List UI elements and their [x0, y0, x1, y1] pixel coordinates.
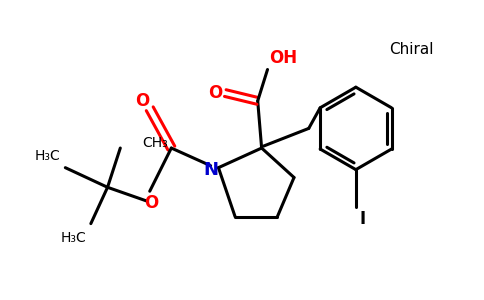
Text: Chiral: Chiral — [390, 42, 434, 57]
Text: H₃C: H₃C — [60, 231, 86, 245]
Text: OH: OH — [270, 49, 298, 67]
Text: I: I — [360, 210, 366, 228]
Text: N: N — [203, 160, 218, 178]
Text: O: O — [209, 84, 223, 102]
Text: O: O — [145, 194, 159, 212]
Text: O: O — [135, 92, 149, 110]
Text: H₃C: H₃C — [35, 149, 60, 163]
Text: CH₃: CH₃ — [142, 136, 167, 150]
